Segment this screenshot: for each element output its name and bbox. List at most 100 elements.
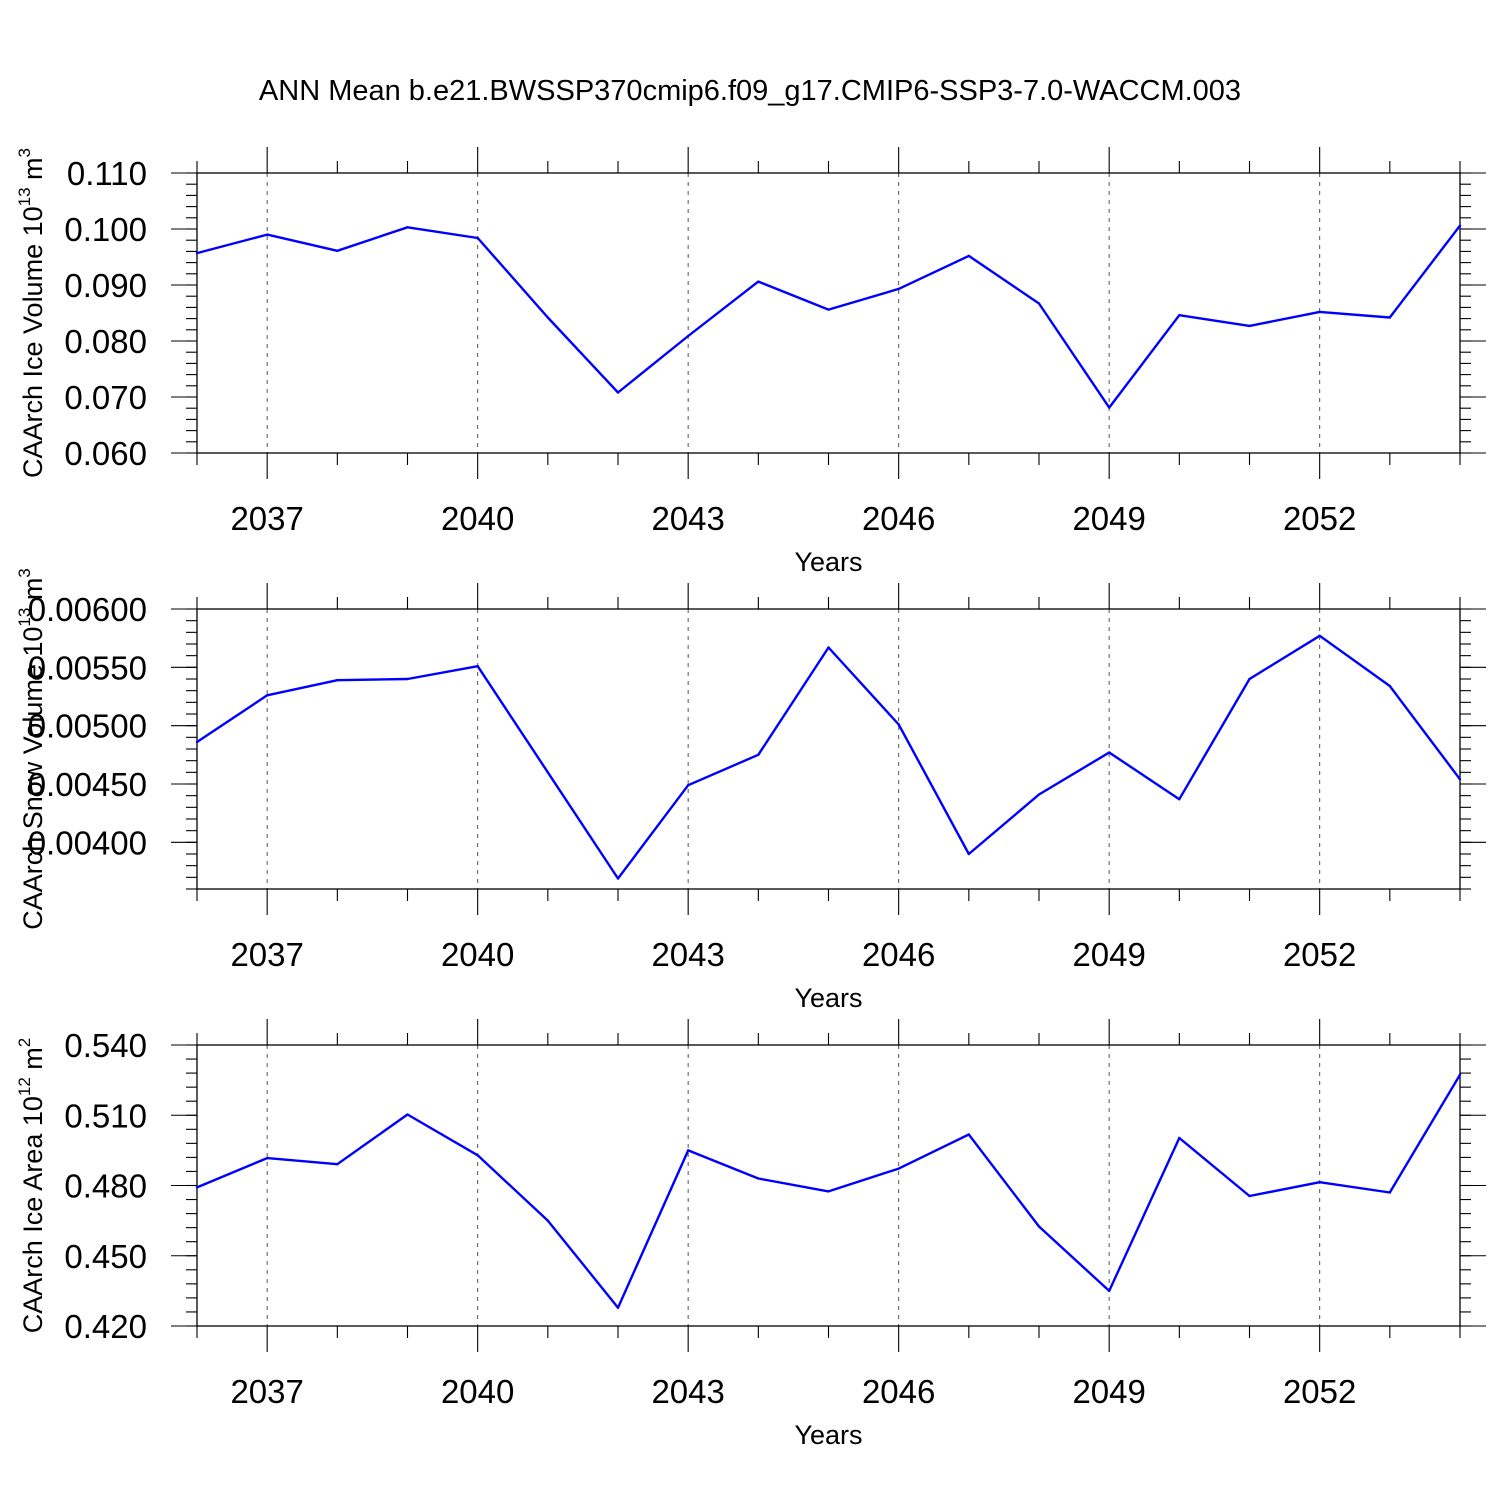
panel-1: 0.060 0.070 0.080 0.090 0.100 0.110 2037 2040 20… bbox=[15, 147, 1486, 577]
data-point bbox=[476, 664, 479, 668]
y-tick-label: 0.420 bbox=[64, 1308, 147, 1345]
series-line bbox=[196, 224, 1461, 409]
x-tick-label: 2040 bbox=[441, 936, 514, 973]
data-point bbox=[1037, 793, 1041, 796]
y-axis-label: CAArch Snow Volume 1013 m3 bbox=[15, 568, 48, 930]
y-tick-label: 0.450 bbox=[64, 1238, 147, 1275]
x-tick-label: 2037 bbox=[230, 500, 303, 537]
data-point bbox=[336, 249, 339, 253]
data-point bbox=[1318, 634, 1321, 638]
data-point bbox=[967, 1133, 971, 1136]
data-point bbox=[1248, 677, 1251, 681]
panel-2: 0.00400 0.00450 0.00500 0.00550 0.00600 2037 2… bbox=[15, 568, 1486, 1013]
data-point bbox=[616, 1306, 620, 1309]
data-point bbox=[1178, 797, 1181, 801]
data-point bbox=[1248, 324, 1251, 328]
panel-3: 0.420 0.450 0.480 0.510 0.540 2037 2040 2043 204… bbox=[15, 1019, 1486, 1450]
data-point bbox=[686, 1149, 690, 1152]
data-point bbox=[1388, 684, 1392, 688]
x-tick-label: 2043 bbox=[651, 1373, 724, 1410]
data-point bbox=[546, 316, 550, 319]
x-tick-label: 2052 bbox=[1283, 1373, 1356, 1410]
x-tick-label: 2046 bbox=[862, 1373, 935, 1410]
data-point bbox=[616, 391, 620, 394]
y-tick-label: 0.480 bbox=[64, 1168, 147, 1205]
x-tick-label: 2040 bbox=[441, 500, 514, 537]
plot-frame bbox=[196, 608, 1461, 890]
data-point bbox=[406, 226, 409, 229]
y-tick-label: 0.00400 bbox=[28, 824, 147, 861]
x-tick-label: 2037 bbox=[230, 936, 303, 973]
x-tick-label: 2049 bbox=[1072, 936, 1145, 973]
data-point bbox=[1037, 1225, 1041, 1228]
x-tick-label: 2043 bbox=[651, 500, 724, 537]
x-tick-label: 2049 bbox=[1072, 1373, 1145, 1410]
data-point bbox=[265, 233, 269, 236]
data-point bbox=[546, 1219, 550, 1222]
data-point bbox=[406, 677, 409, 681]
data-point bbox=[195, 251, 199, 255]
data-point bbox=[616, 877, 620, 880]
y-tick-label: 0.110 bbox=[67, 155, 147, 192]
data-point bbox=[546, 771, 550, 774]
x-axis-label: Years bbox=[794, 983, 862, 1013]
data-point bbox=[1037, 302, 1041, 305]
y-tick-label: 0.00450 bbox=[28, 766, 147, 803]
data-point bbox=[1388, 1191, 1392, 1194]
data-point bbox=[686, 783, 690, 787]
data-point bbox=[967, 254, 971, 258]
data-point bbox=[827, 308, 830, 311]
data-point bbox=[336, 1162, 339, 1166]
x-tick-label: 2052 bbox=[1283, 500, 1356, 537]
y-tick-label: 0.080 bbox=[64, 323, 147, 360]
data-point bbox=[827, 646, 830, 649]
data-point bbox=[1248, 1194, 1251, 1198]
y-tick-label: 0.00600 bbox=[28, 591, 147, 628]
data-point bbox=[1318, 1181, 1321, 1184]
data-point bbox=[967, 852, 971, 856]
data-point bbox=[265, 694, 269, 697]
x-tick-label: 2037 bbox=[230, 1373, 303, 1410]
data-point bbox=[336, 678, 339, 682]
data-point bbox=[406, 1113, 409, 1116]
x-tick-label: 2040 bbox=[441, 1373, 514, 1410]
x-tick-label: 2049 bbox=[1072, 500, 1145, 537]
series-line bbox=[196, 634, 1461, 880]
panels: 0.060 0.070 0.080 0.090 0.100 0.110 2037 2040 20… bbox=[15, 147, 1486, 1450]
data-point bbox=[1107, 1289, 1111, 1293]
y-tick-label: 0.510 bbox=[64, 1097, 147, 1134]
data-point bbox=[1388, 316, 1392, 319]
x-tick-label: 2052 bbox=[1283, 936, 1356, 973]
y-tick-label: 0.070 bbox=[64, 379, 147, 416]
x-tick-label: 2043 bbox=[651, 936, 724, 973]
plot-frame bbox=[196, 1044, 1461, 1327]
y-tick-label: 0.100 bbox=[64, 211, 147, 248]
data-point bbox=[757, 753, 760, 757]
x-axis-label: Years bbox=[794, 547, 862, 577]
y-tick-label: 0.540 bbox=[64, 1027, 147, 1064]
y-axis-label: CAArch Ice Area 1012 m2 bbox=[15, 1038, 48, 1334]
data-point bbox=[195, 1186, 199, 1189]
data-point bbox=[757, 1177, 760, 1180]
plot-frame bbox=[196, 172, 1461, 454]
data-point bbox=[476, 1154, 479, 1157]
data-point bbox=[1107, 751, 1111, 754]
y-tick-label: 0.060 bbox=[64, 435, 147, 472]
data-point bbox=[757, 280, 760, 283]
data-point bbox=[686, 334, 690, 338]
data-point bbox=[827, 1190, 830, 1193]
x-axis-label: Years bbox=[794, 1420, 862, 1450]
data-point bbox=[897, 723, 900, 726]
data-point bbox=[195, 740, 199, 744]
x-tick-label: 2046 bbox=[862, 500, 935, 537]
data-point bbox=[1178, 314, 1181, 317]
data-point bbox=[265, 1156, 269, 1160]
y-tick-label: 0.00550 bbox=[28, 649, 147, 686]
x-tick-label: 2046 bbox=[862, 936, 935, 973]
y-tick-label: 0.00500 bbox=[28, 708, 147, 745]
data-point bbox=[1318, 310, 1321, 314]
data-point bbox=[1458, 1073, 1462, 1076]
data-point bbox=[1107, 406, 1111, 409]
chart-title: ANN Mean b.e21.BWSSP370cmip6.f09_g17.CMI… bbox=[259, 75, 1241, 107]
